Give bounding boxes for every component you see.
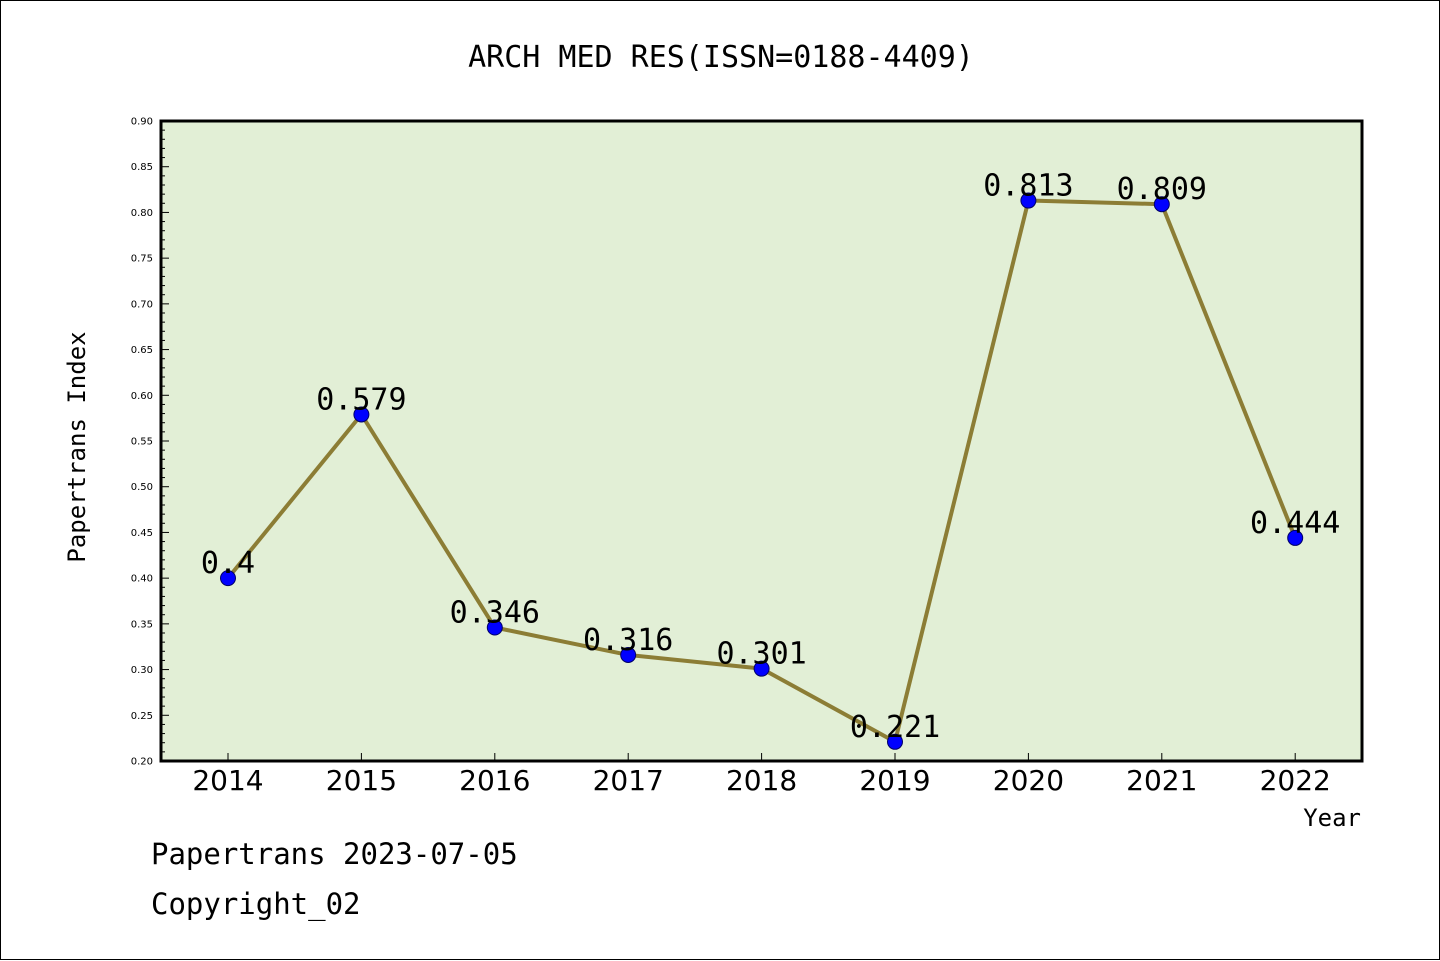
data-point [753, 660, 770, 677]
data-point [620, 646, 637, 663]
y-axis: 0.20 0.25 0.30 0.35 0.40 0.45 0.50 0.55 0.60 0.65… [131, 117, 169, 768]
data-point [486, 619, 503, 636]
x-tick-label: 2019 [859, 764, 930, 797]
footer-copyright-text: Copyright_02 [151, 887, 361, 921]
data-label: 0.444 [1250, 506, 1340, 541]
x-tick-label: 2017 [593, 764, 664, 797]
x-tick-label: 2022 [1260, 764, 1331, 797]
data-label: 0.809 [1117, 172, 1207, 207]
x-tick-label: 2020 [993, 764, 1064, 797]
y-tick-label: 0.80 [131, 208, 153, 219]
y-tick-label: 0.55 [131, 437, 153, 448]
y-tick-label: 0.40 [131, 574, 153, 585]
x-tick-label: 2014 [192, 764, 263, 797]
plot-area [161, 121, 1362, 761]
data-point [887, 733, 903, 750]
y-tick-label: 0.60 [131, 391, 153, 402]
x-axis-label: Year [1303, 804, 1361, 832]
x-tick-label: 2021 [1126, 764, 1197, 797]
y-tick-label: 0.85 [131, 162, 153, 173]
plot-border [159, 119, 1364, 763]
y-tick-label: 0.20 [131, 757, 153, 768]
y-tick-label: 0.35 [131, 619, 153, 630]
y-tick-label: 0.25 [131, 711, 153, 722]
y-axis-label: Papertrans Index [63, 331, 91, 562]
data-point [1153, 196, 1170, 213]
y-tick-label: 0.90 [131, 117, 153, 128]
y-tick-label: 0.45 [131, 528, 153, 539]
x-axis: 2014 2015 2016 2017 2018 2019 2020 2021 2022 [192, 753, 1331, 797]
y-tick-label: 0.75 [131, 254, 153, 265]
data-point [220, 570, 236, 587]
x-tick-label: 2015 [326, 764, 397, 797]
data-label: 0.4 [201, 546, 255, 581]
series-layer: 0.4 0.579 0.346 0.316 0.301 0.221 0.813 0.809 0.… [201, 169, 1340, 750]
data-point [353, 406, 370, 423]
data-label: 0.813 [983, 169, 1073, 204]
x-tick-label: 2018 [726, 764, 797, 797]
data-point [1020, 192, 1037, 209]
footer-date-text: Papertrans 2023-07-05 [151, 837, 518, 871]
data-label: 0.316 [583, 623, 673, 658]
y-tick-label: 0.65 [131, 345, 153, 356]
y-tick-label: 0.50 [131, 482, 153, 493]
data-label: 0.346 [450, 596, 540, 631]
data-point [1287, 529, 1304, 546]
chart-title: ARCH MED RES(ISSN=0188-4409) [468, 40, 974, 75]
y-tick-label: 0.30 [131, 665, 153, 676]
x-tick-label: 2016 [459, 764, 530, 797]
data-label: 0.301 [716, 637, 806, 672]
data-label: 0.221 [850, 710, 940, 745]
data-label: 0.579 [316, 382, 406, 417]
y-tick-label: 0.70 [131, 299, 153, 310]
